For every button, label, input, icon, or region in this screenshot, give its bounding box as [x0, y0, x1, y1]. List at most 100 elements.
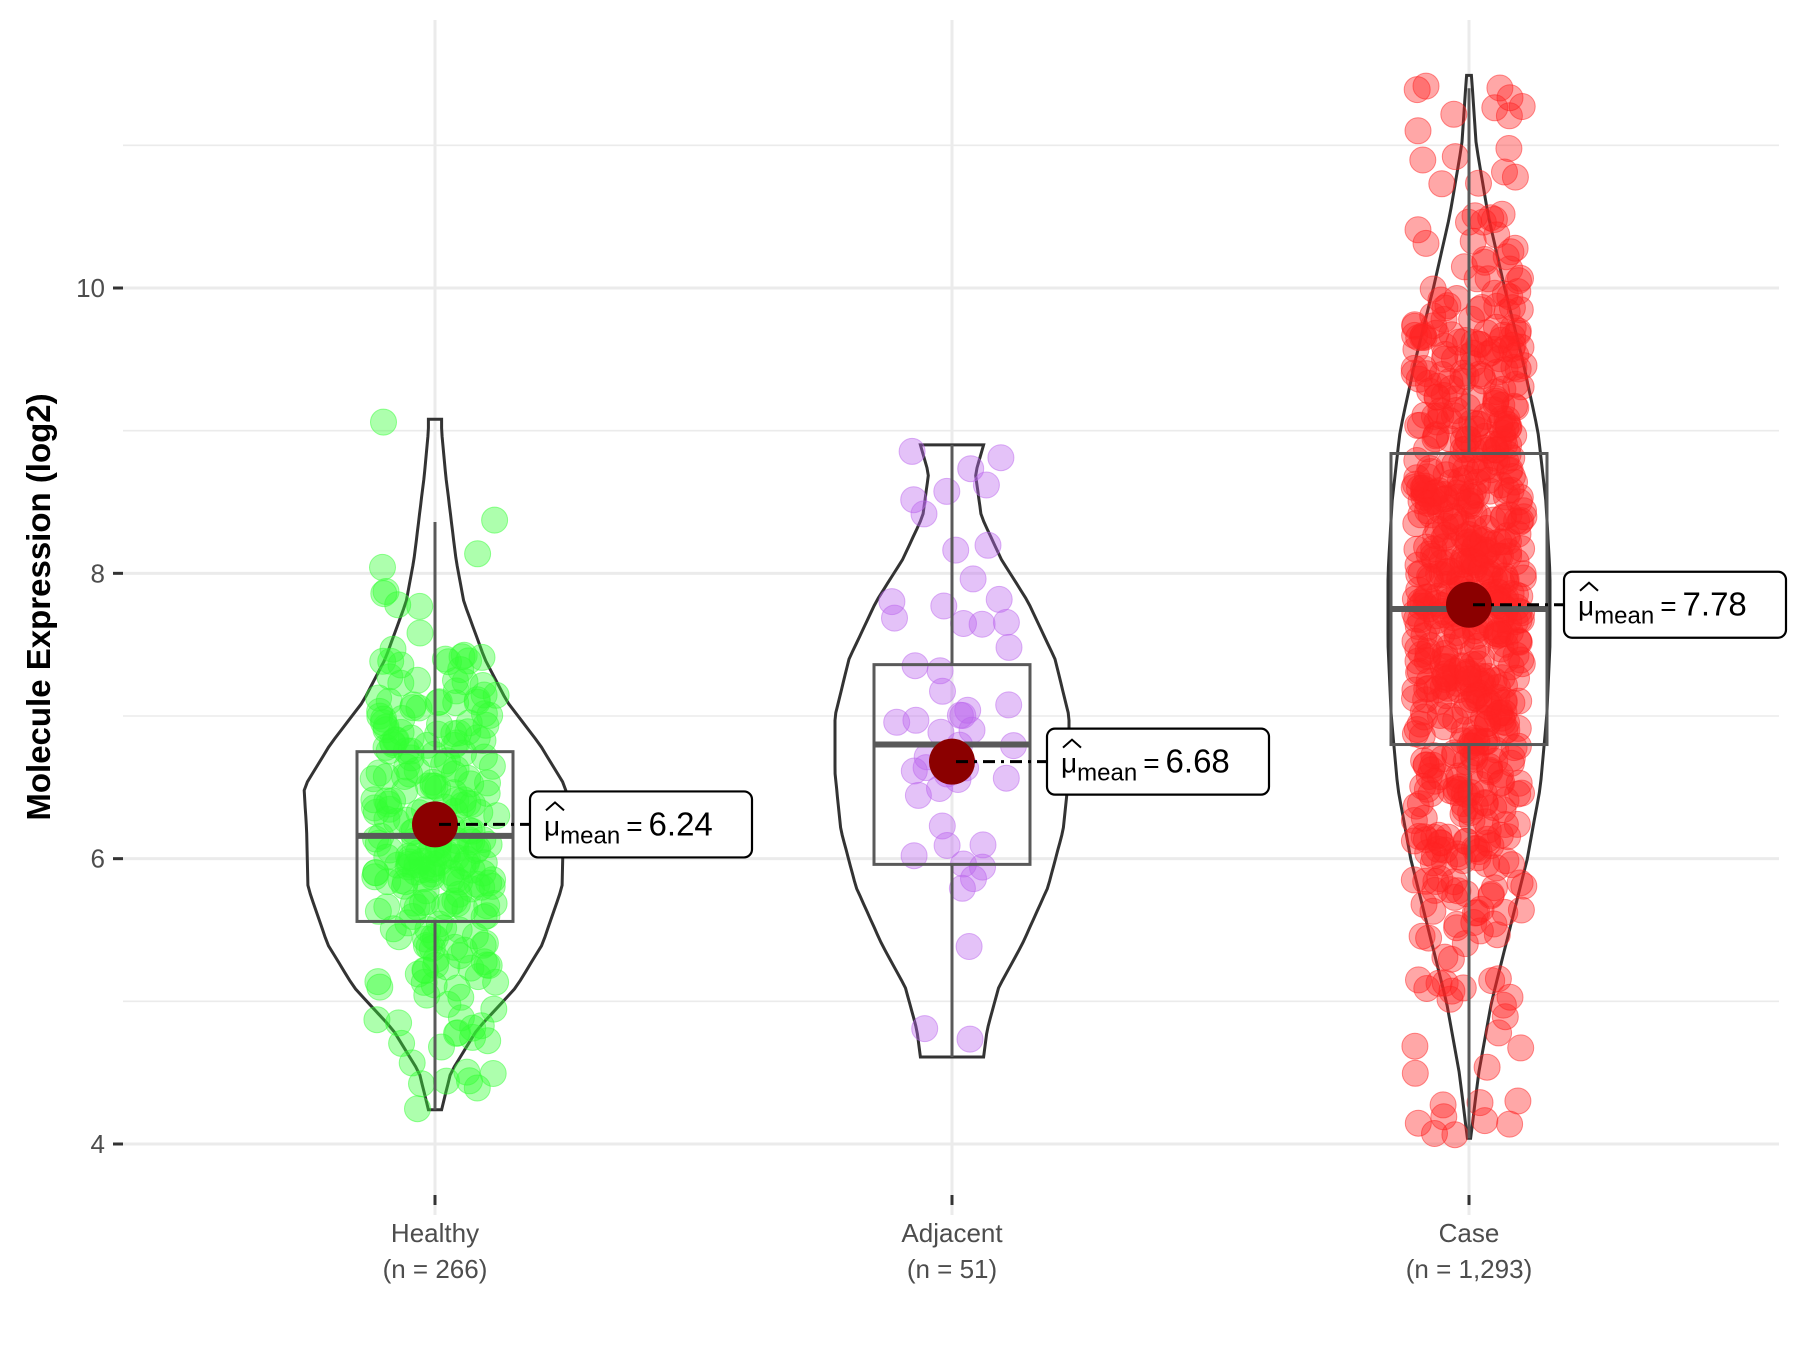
- data-point: [911, 1015, 939, 1043]
- data-point: [443, 890, 471, 918]
- data-point: [1466, 1089, 1494, 1117]
- data-point: [478, 752, 506, 780]
- box-case: [1389, 451, 1549, 747]
- mean-label: μmean = 6.68: [1061, 743, 1230, 787]
- data-point: [442, 844, 470, 871]
- data-point: [1401, 321, 1429, 349]
- mean-label-box: [528, 790, 754, 859]
- data-point: [1465, 650, 1492, 678]
- data-point: [1405, 822, 1433, 850]
- data-point: [376, 663, 404, 691]
- data-point: [1468, 294, 1496, 321]
- data-point: [410, 968, 438, 996]
- data-point: [1485, 528, 1513, 556]
- data-point: [902, 706, 930, 734]
- data-point: [440, 760, 468, 788]
- data-point: [974, 531, 1002, 559]
- x-tick-label: Adjacent: [901, 1218, 1003, 1248]
- data-point: [469, 672, 497, 699]
- data-point: [1400, 827, 1428, 855]
- hat-icon: [1062, 738, 1082, 749]
- data-point: [1421, 425, 1449, 453]
- equals-sign: =: [1660, 591, 1676, 622]
- data-point: [1426, 865, 1454, 893]
- data-point: [1452, 363, 1480, 391]
- axis-layer: 4 6 8 10 Healthy (n = 266) Adjacent (n = 51) Cas…: [76, 273, 1532, 1284]
- data-point: [369, 553, 396, 581]
- data-point: [1482, 436, 1510, 464]
- data-point: [398, 1049, 426, 1077]
- data-point: [1491, 158, 1518, 186]
- data-point: [1445, 328, 1473, 356]
- data-point: [1437, 945, 1465, 973]
- data-point: [1452, 880, 1480, 908]
- violin-adjacent: [833, 443, 1071, 1059]
- data-point: [479, 866, 507, 894]
- data-point: [1412, 867, 1440, 895]
- data-point: [1413, 975, 1441, 1002]
- data-point: [1510, 497, 1537, 525]
- y-tick-label: 6: [91, 844, 105, 874]
- data-point: [1480, 336, 1508, 363]
- data-point: [388, 1029, 416, 1057]
- data-point: [957, 455, 985, 483]
- data-point: [370, 408, 397, 436]
- data-point: [1463, 727, 1491, 755]
- data-point: [969, 831, 997, 859]
- data-point: [385, 1009, 413, 1037]
- data-point: [1408, 640, 1435, 668]
- data-point: [954, 696, 982, 724]
- data-point: [1412, 751, 1440, 779]
- x-tick-label: Healthy: [391, 1218, 479, 1248]
- data-point: [1404, 216, 1432, 244]
- data-point: [881, 604, 908, 632]
- data-point: [926, 657, 954, 685]
- data-point: [900, 842, 928, 870]
- data-point: [1500, 734, 1528, 762]
- data-point: [1448, 627, 1476, 655]
- data-point: [1506, 508, 1534, 536]
- data-point: [1473, 1053, 1501, 1081]
- data-point: [470, 700, 498, 728]
- data-point: [450, 936, 478, 964]
- data-point: [1474, 436, 1502, 464]
- data-point: [377, 647, 405, 675]
- data-point: [946, 701, 974, 729]
- box-adjacent: [872, 663, 1032, 866]
- data-point: [1422, 868, 1450, 895]
- data-point: [1505, 687, 1533, 715]
- data-point: [1473, 319, 1500, 347]
- data-point: [406, 619, 434, 647]
- mean-point: [1446, 581, 1492, 628]
- data-point: [898, 437, 926, 465]
- data-point: [1466, 917, 1494, 945]
- data-point: [1404, 117, 1432, 145]
- data-point: [421, 772, 449, 800]
- data-point: [1455, 665, 1482, 693]
- data-point: [470, 903, 498, 931]
- data-point: [453, 845, 481, 873]
- data-point: [1423, 676, 1451, 703]
- mu-symbol: μ: [1578, 591, 1594, 622]
- equals-sign: =: [1143, 748, 1159, 779]
- data-point: [1403, 464, 1431, 492]
- data-point: [464, 963, 492, 991]
- points-layer: [359, 72, 1538, 1149]
- data-point: [425, 910, 453, 938]
- data-point: [1406, 411, 1434, 439]
- data-point: [1496, 1110, 1524, 1138]
- data-point: [450, 641, 478, 669]
- data-point: [1415, 924, 1443, 952]
- data-point: [1476, 753, 1503, 780]
- mu-symbol: μ: [544, 810, 560, 841]
- data-point: [1409, 146, 1437, 174]
- data-point: [1495, 135, 1523, 162]
- data-point: [424, 720, 452, 748]
- data-point: [1475, 466, 1503, 494]
- data-point: [1485, 1019, 1513, 1047]
- data-point: [1409, 773, 1437, 800]
- mean-label-box: [1562, 570, 1788, 639]
- mean-subscript: mean: [1594, 603, 1654, 630]
- data-point: [406, 592, 434, 620]
